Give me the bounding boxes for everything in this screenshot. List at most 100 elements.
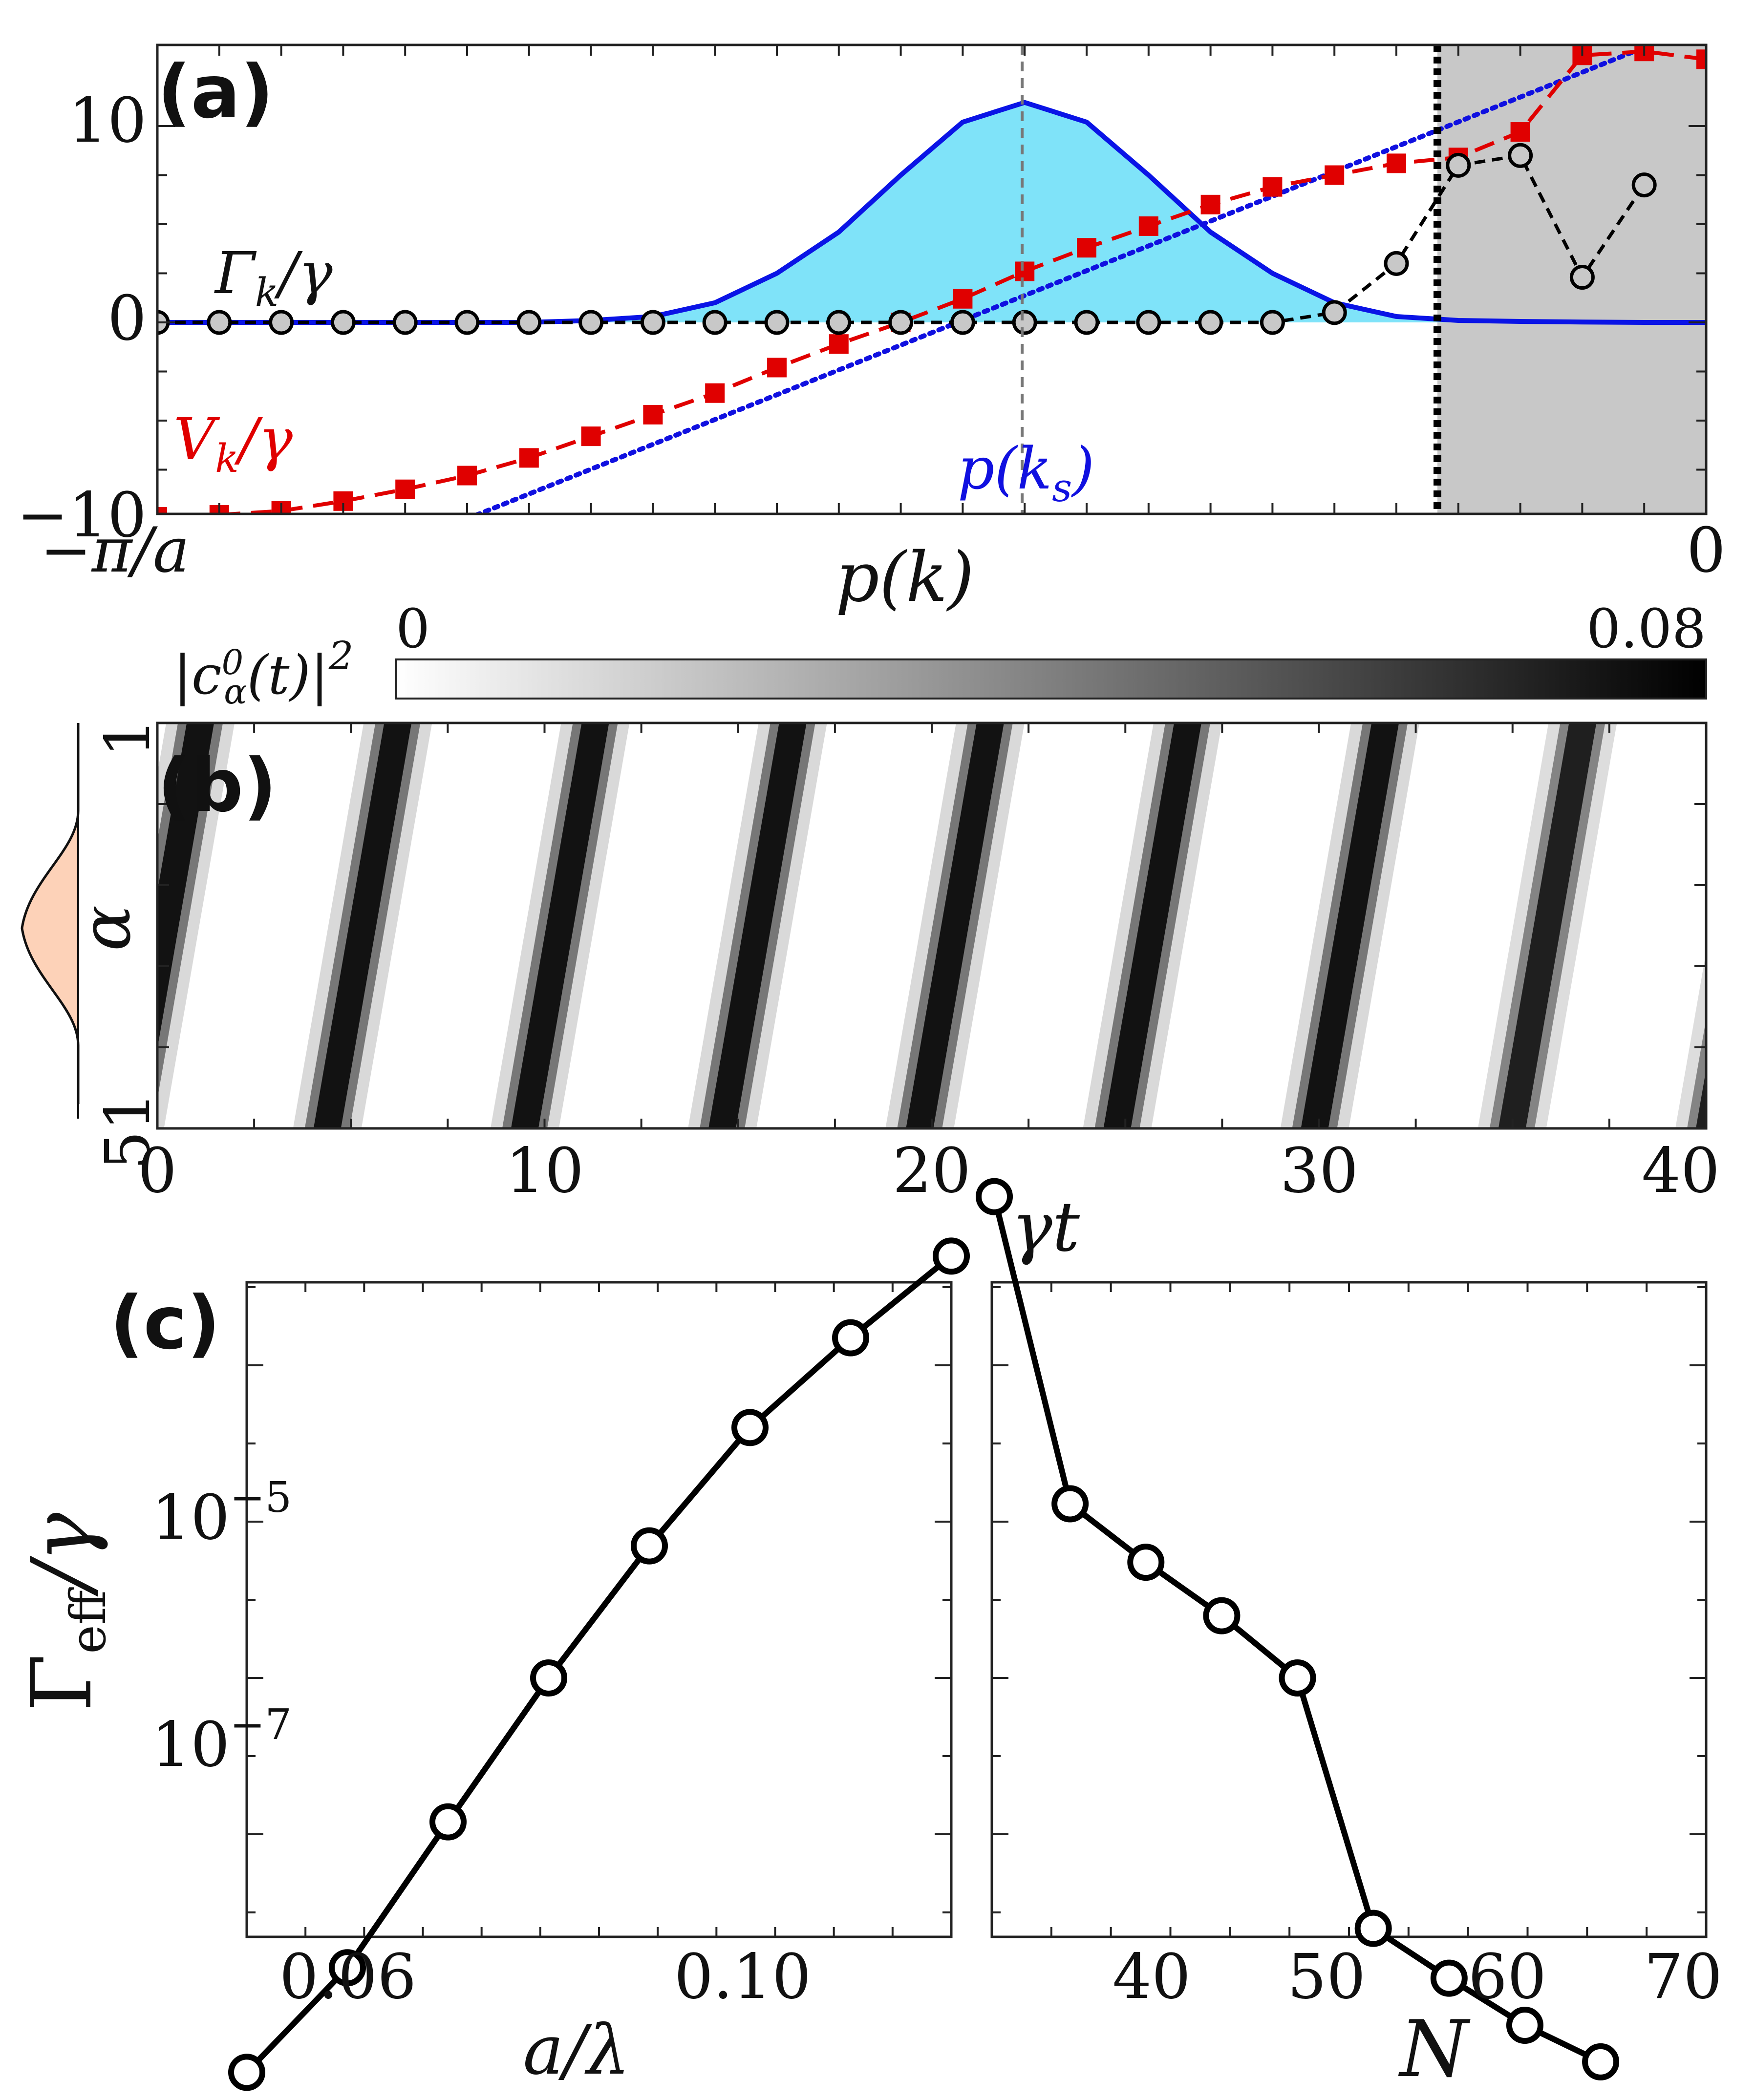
v-k-marker <box>395 479 415 499</box>
v-k-marker <box>953 289 973 309</box>
c-left-marker <box>832 1319 869 1357</box>
a-ytick-10: 10 <box>68 85 147 156</box>
stripe <box>511 723 609 1128</box>
pks-annotation: p(ks) <box>958 435 1094 510</box>
c-left-marker <box>530 1659 567 1697</box>
a-xtick-minus-pi-over-a: −π/a <box>40 514 190 586</box>
gamma-k-marker <box>1198 310 1223 335</box>
b-xtick-0: 0 <box>138 1135 177 1207</box>
c-right-xtick-70: 70 <box>1644 1941 1722 2013</box>
c-right-marker <box>1506 2006 1543 2044</box>
v-k-marker <box>643 404 663 424</box>
v-k-marker <box>581 426 601 446</box>
gamma-k-marker <box>826 310 852 335</box>
a-xtick-zero: 0 <box>1687 514 1726 586</box>
stripe <box>1675 952 1706 1128</box>
stripe <box>157 723 214 1049</box>
panel-a-frame <box>156 43 1708 515</box>
v-k-marker <box>1200 194 1220 214</box>
c-right-marker <box>1582 2043 1620 2080</box>
stripe <box>1695 1069 1706 1128</box>
gamma-k-marker <box>1322 300 1347 325</box>
v-k-marker <box>1015 261 1035 281</box>
v-k-marker <box>1325 165 1345 185</box>
panel-a-label: (a) <box>157 50 274 135</box>
c-left-marker <box>429 1803 467 1841</box>
colorbar-gradient <box>395 658 1707 700</box>
c-right-marker <box>1203 1597 1241 1634</box>
c-left-marker <box>731 1409 769 1446</box>
a-xlabel: p(k) <box>835 538 974 617</box>
gamma-k-marker <box>1569 265 1595 290</box>
gamma-k-marker <box>1508 143 1533 168</box>
gamma-k-marker <box>1631 172 1657 198</box>
gamma-k-marker <box>702 310 728 335</box>
v-k-marker <box>519 448 539 468</box>
c-left-marker <box>228 2054 265 2091</box>
v-k-marker <box>1510 122 1530 142</box>
stripe <box>1103 723 1202 1128</box>
v-k-marker <box>1263 177 1283 197</box>
v-k-marker <box>157 507 167 514</box>
stripe <box>1498 723 1597 1128</box>
v-k-marker <box>1696 49 1706 69</box>
gamma-k-marker <box>578 310 604 335</box>
b-xtick-10: 10 <box>506 1135 584 1207</box>
gamma-k-marker <box>207 310 232 335</box>
stripe <box>313 723 412 1128</box>
gamma-k-marker <box>640 310 665 335</box>
b-ytick-51: 51 <box>92 1092 164 1170</box>
c-right-xtick-60: 60 <box>1468 1941 1546 2013</box>
v-k-marker <box>1138 216 1158 236</box>
v-k-marker <box>829 334 849 354</box>
panel-c: (c) 10−5 10−7 Γeff/γ 0.06 0.10 a/λ 40 50… <box>14 1178 1722 2095</box>
colorbar-label: |c0 α(t)|2 <box>173 633 354 712</box>
gamma-k-marker <box>330 310 356 335</box>
b-xtick-30: 30 <box>1280 1135 1358 1207</box>
b-xtick-20: 20 <box>893 1135 971 1207</box>
v-k-marker <box>1387 153 1406 173</box>
panel-c-label: (c) <box>110 1281 220 1366</box>
c-ytick-1e-5: 10−5 <box>151 1473 292 1553</box>
c-right-marker <box>1354 1909 1392 1947</box>
distribution-area <box>157 102 1706 322</box>
b-xtick-40: 40 <box>1642 1135 1720 1207</box>
c-right-xtick-50: 50 <box>1287 1941 1366 2013</box>
b-xlabel: γt <box>1011 1188 1080 1267</box>
c-left-line <box>244 1253 953 2075</box>
b-ytick-1: 1 <box>92 718 164 757</box>
c-right-marker <box>1430 1959 1468 1997</box>
gamma-k-annotation: Γk/γ <box>214 239 333 315</box>
stripe <box>906 723 1004 1128</box>
a-ytick-0: 0 <box>107 282 147 354</box>
a-ytick-neg10: −10 <box>17 479 147 551</box>
c-right-xtick-40: 40 <box>1113 1941 1191 2013</box>
c-left-marker <box>631 1527 668 1565</box>
stripe <box>0 703 20 1148</box>
gamma-k-marker <box>888 310 914 335</box>
panel-b-label: (b) <box>157 743 277 828</box>
panel-b-side-profile-outline <box>21 723 80 1104</box>
colorbar-min: 0 <box>396 597 430 660</box>
gamma-k-marker <box>1136 310 1161 335</box>
c-right-marker <box>1279 1659 1316 1697</box>
gamma-k-marker <box>392 310 418 335</box>
gamma-k-marker <box>1446 152 1471 178</box>
c-right-line <box>991 1196 1602 2065</box>
stripe <box>1301 723 1399 1128</box>
gamma-k-marker <box>1260 310 1285 335</box>
v-k-annotation: Vk/γ <box>173 405 293 481</box>
v-k-marker <box>1077 238 1096 258</box>
c-left-xtick-006: 0.06 <box>279 1941 417 2013</box>
c-left-marker <box>933 1237 970 1275</box>
fit-line <box>472 45 1647 514</box>
gamma-k-marker <box>1074 310 1099 335</box>
panel-b-side-profile <box>22 723 78 1104</box>
b-ylabel: α <box>66 905 146 952</box>
colorbar: |c0 α(t)|2 0 0.08 <box>173 597 1707 712</box>
stripe <box>708 723 807 1128</box>
c-right-marker <box>1051 1485 1089 1523</box>
gamma-k-marker <box>950 310 975 335</box>
colorbar-max: 0.08 <box>1586 597 1706 660</box>
